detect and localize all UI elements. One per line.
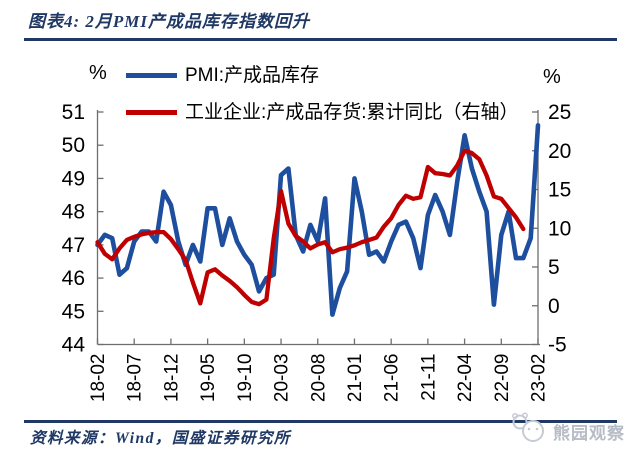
legend-line-blue: [126, 73, 177, 78]
legend-item-inventory-yoy: 工业企业:产成品存货:累计同比（右轴）: [126, 103, 519, 122]
y-tick-label-right: 10: [548, 217, 571, 240]
legend-line-red: [126, 110, 177, 115]
y-tick-label-left: 49: [62, 167, 85, 190]
y-tick-label-right: 5: [548, 256, 560, 279]
data-source: 资料来源：Wind，国盛证券研究所: [30, 430, 291, 447]
y-tick-label-left: 48: [62, 201, 85, 224]
x-tick-label: 18-07: [125, 354, 146, 403]
figure-title: 图表4: 2月PMI产成品库存指数回升: [28, 12, 311, 31]
y-tick-label-left: 44: [62, 334, 86, 357]
y-tick-label-right: 15: [548, 179, 571, 202]
footer-rule: [24, 420, 617, 423]
watermark-logo: 熊园观察: [502, 410, 632, 446]
watermark-text: 熊园观察: [553, 424, 625, 443]
x-tick-label: 21-06: [382, 354, 403, 403]
legend-label-inventory-yoy: 工业企业:产成品存货:累计同比（右轴）: [185, 102, 519, 123]
x-tick-label: 20-08: [308, 354, 329, 403]
y-tick-label-left: 47: [62, 234, 85, 257]
legend-label-pmi: PMI:产成品库存: [185, 65, 320, 86]
x-tick-label: 22-09: [492, 354, 513, 403]
y-tick-label-left: 51: [62, 101, 85, 124]
left-axis-unit: %: [89, 62, 107, 84]
x-tick-label: 21-11: [418, 354, 439, 401]
x-tick-label: 19-10: [235, 354, 256, 403]
x-tick-label: 23-02: [529, 354, 550, 403]
right-axis-unit: %: [543, 66, 561, 88]
y-tick-label-right: 20: [548, 140, 571, 163]
x-tick-label: 20-03: [272, 354, 293, 403]
y-tick-label-right: -5: [548, 334, 567, 357]
y-tick-label-left: 46: [62, 267, 85, 290]
y-tick-label-left: 50: [62, 134, 85, 157]
x-tick-label: 21-01: [345, 354, 366, 403]
x-tick-label: 22-04: [455, 353, 476, 402]
y-tick-label-right: 25: [548, 101, 571, 124]
legend-item-pmi: PMI:产成品库存: [126, 66, 319, 85]
x-tick-label: 18-12: [161, 354, 182, 403]
x-tick-label: 18-02: [88, 354, 109, 403]
y-tick-label-right: 0: [548, 295, 560, 318]
x-tick-label: 19-05: [198, 354, 219, 403]
title-rule: [24, 38, 617, 41]
pmi-series-line: [95, 123, 541, 317]
y-tick-label-left: 45: [62, 300, 85, 323]
bear-icon: [512, 412, 544, 442]
inventory-yoy-series-line: [95, 148, 526, 307]
